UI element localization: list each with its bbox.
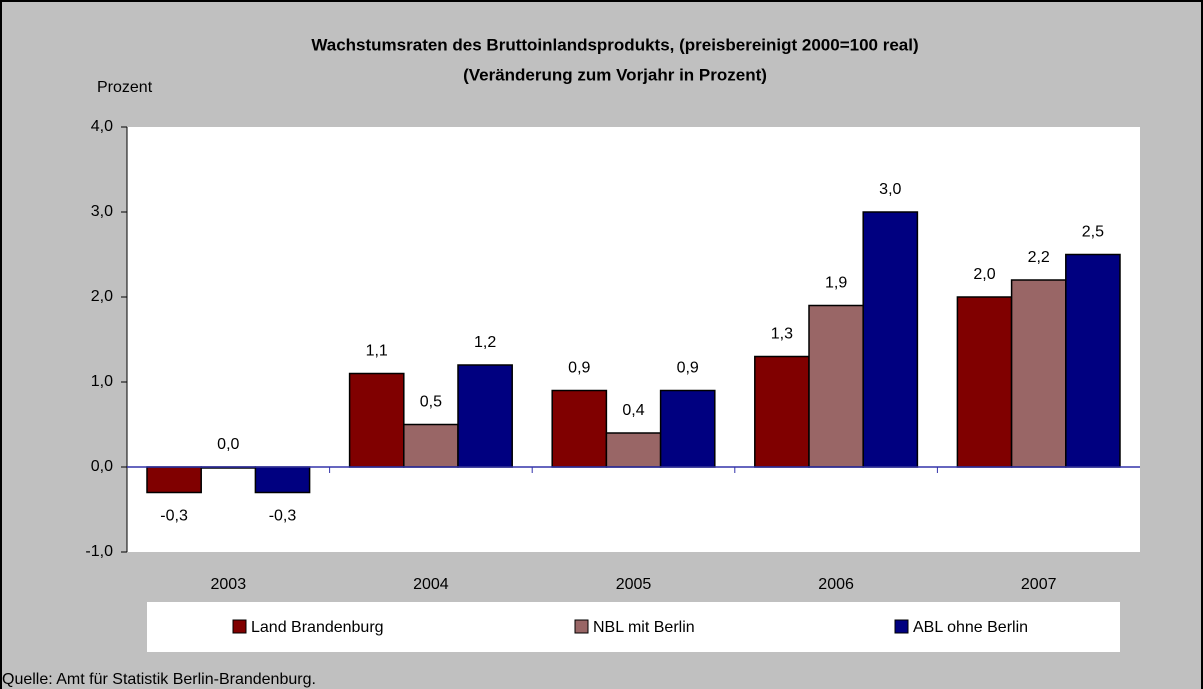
data-label: 1,9	[825, 275, 847, 292]
legend-swatch	[232, 619, 247, 634]
y-tick-label: 3,0	[91, 203, 113, 220]
x-tick-label: 2003	[211, 576, 247, 593]
x-tick-label: 2004	[413, 576, 449, 593]
data-label: -0,3	[269, 508, 297, 525]
bar	[754, 355, 810, 468]
x-tick-label: 2007	[1021, 576, 1057, 593]
data-label: 2,0	[973, 266, 995, 283]
bar	[808, 304, 864, 468]
bar	[862, 211, 919, 468]
x-tick-label: 2006	[818, 576, 854, 593]
y-tick-label: 0,0	[91, 458, 113, 475]
data-label: 1,3	[771, 326, 793, 343]
data-label: 0,0	[217, 436, 239, 453]
bar	[457, 364, 513, 468]
bar	[1010, 279, 1067, 468]
data-label: 0,9	[677, 360, 699, 377]
source: Quelle: Amt für Statistik Berlin-Branden…	[2, 671, 316, 688]
legend-label: Land Brandenburg	[251, 619, 384, 636]
y-tick-label: 1,0	[91, 373, 113, 390]
y-tick-label: 2,0	[91, 288, 113, 305]
legend-label: NBL mit Berlin	[593, 619, 695, 636]
chart-title: Wachstumsraten des Bruttoinlandsprodukts…	[311, 35, 918, 54]
chart-subtitle: (Veränderung zum Vorjahr in Prozent)	[463, 65, 767, 84]
data-label: 3,0	[879, 181, 901, 198]
data-label: 2,5	[1082, 224, 1104, 241]
y-tick-label: 4,0	[91, 118, 113, 135]
data-label: 0,9	[568, 360, 590, 377]
bar	[348, 372, 405, 468]
bar	[146, 466, 202, 494]
bar	[956, 296, 1013, 468]
y-tick-label: -1,0	[85, 543, 113, 560]
data-label: -0,3	[160, 508, 188, 525]
legend-box	[147, 602, 1120, 652]
bar	[605, 432, 662, 468]
bar	[1065, 253, 1121, 468]
data-label: 1,2	[474, 334, 496, 351]
legend-swatch	[894, 619, 909, 634]
data-label: 0,5	[420, 394, 442, 411]
data-label: 2,2	[1028, 249, 1050, 266]
data-label: 0,4	[622, 402, 644, 419]
x-tick-label: 2005	[616, 576, 652, 593]
y-axis-label: Prozent	[97, 79, 153, 96]
bar	[659, 389, 716, 468]
bar	[403, 423, 459, 468]
legend-swatch	[574, 619, 589, 634]
bar	[551, 389, 608, 468]
bar	[254, 466, 311, 494]
data-label: 1,1	[366, 343, 388, 360]
legend-label: ABL ohne Berlin	[913, 619, 1028, 636]
